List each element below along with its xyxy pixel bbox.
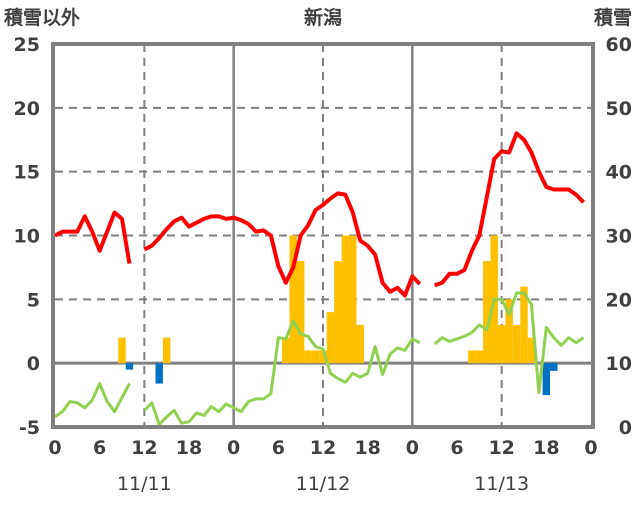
- orange-bars-bar: [334, 261, 342, 364]
- right-axis-title: 積雪: [594, 6, 632, 29]
- date-label: 11/12: [296, 473, 351, 495]
- orange-bars-bar: [319, 350, 327, 364]
- x-tick-label: 0: [227, 437, 240, 459]
- orange-bars-bar: [475, 350, 484, 364]
- date-label: 11/13: [474, 473, 529, 495]
- x-tick-label: 18: [533, 437, 559, 459]
- blue-bars-bar: [125, 363, 134, 370]
- orange-bars-bar: [505, 299, 513, 364]
- x-tick-label: 18: [354, 437, 380, 459]
- orange-bars-bar: [326, 312, 335, 364]
- red-line-segment: [434, 131, 585, 288]
- green-line-segment: [433, 291, 585, 395]
- red-line-segment: [143, 191, 422, 298]
- blue-bars-bar: [542, 363, 551, 396]
- green-line-segment: [143, 319, 421, 426]
- left-tick-label: 10: [14, 226, 40, 248]
- orange-bars-bar: [349, 235, 357, 364]
- orange-bars-bar: [289, 235, 297, 364]
- date-label: 11/11: [117, 473, 172, 495]
- right-tick-label: 40: [606, 162, 632, 184]
- orange-bars-bar: [527, 337, 536, 364]
- orange-bars-bar: [468, 350, 476, 364]
- orange-bars-bar: [497, 324, 506, 364]
- orange-bars-bar: [520, 286, 528, 364]
- orange-bars-bar: [341, 235, 350, 364]
- left-tick-label: 20: [14, 98, 40, 120]
- blue-bars-bar: [550, 363, 558, 371]
- left-axis-title: 積雪以外: [4, 6, 80, 29]
- red-line-segment: [54, 210, 132, 264]
- orange-bars-bar: [282, 337, 290, 364]
- right-tick-label: 20: [606, 289, 632, 311]
- left-tick-label: -5: [19, 417, 40, 439]
- orange-bars-bar: [304, 350, 312, 364]
- right-tick-label: 0: [619, 417, 632, 439]
- x-tick-label: 12: [131, 437, 157, 459]
- left-tick-label: 25: [14, 34, 40, 56]
- x-tick-label: 6: [450, 437, 463, 459]
- green-line-segment: [54, 382, 131, 419]
- left-tick-label: 15: [14, 162, 40, 184]
- blue-bars-bar: [155, 363, 163, 384]
- orange-bars-bar: [356, 324, 364, 364]
- x-tick-label: 12: [310, 437, 336, 459]
- orange-bars-bar: [483, 261, 491, 364]
- orange-bars-bar: [296, 261, 305, 364]
- left-tick-label: 5: [27, 289, 40, 311]
- orange-bars-bar: [162, 337, 171, 364]
- x-tick-label: 6: [272, 437, 285, 459]
- orange-bars-bar: [311, 350, 320, 364]
- x-tick-label: 12: [488, 437, 514, 459]
- right-tick-label: 30: [606, 226, 632, 248]
- right-tick-label: 10: [606, 353, 632, 375]
- x-tick-label: 0: [406, 437, 419, 459]
- right-tick-label: 50: [606, 98, 632, 120]
- orange-bars-bar: [118, 337, 126, 364]
- x-tick-label: 18: [176, 437, 202, 459]
- left-tick-label: 0: [27, 353, 40, 375]
- chart-title: 新潟: [304, 6, 342, 29]
- x-tick-label: 6: [93, 437, 106, 459]
- x-tick-label: 0: [48, 437, 61, 459]
- plot-frame: [51, 42, 595, 429]
- orange-bars-bar: [512, 324, 521, 364]
- right-tick-label: 60: [606, 34, 632, 56]
- x-tick-label: 0: [584, 437, 597, 459]
